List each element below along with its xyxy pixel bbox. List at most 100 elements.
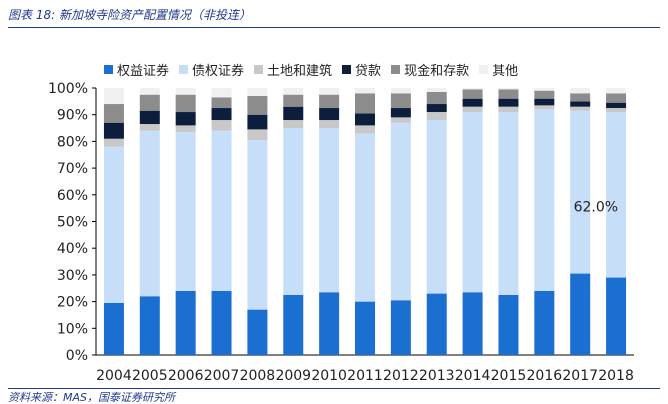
bar-segment	[534, 290, 555, 355]
bar-segment	[319, 128, 340, 293]
bar-segment	[462, 88, 483, 90]
footer-divider	[8, 388, 660, 389]
legend-label: 其他	[492, 64, 519, 79]
bar-segment	[426, 120, 447, 294]
bar-segment	[390, 108, 411, 118]
y-tick-label: 10%	[57, 321, 88, 337]
bar-segment	[139, 296, 160, 355]
x-tick-label: 2017	[562, 368, 598, 384]
bar-segment	[498, 112, 519, 295]
x-tick-label: 2007	[204, 368, 240, 384]
x-tick-label: 2014	[455, 368, 491, 384]
y-tick-label: 20%	[57, 295, 88, 311]
bar-segment	[355, 125, 375, 134]
legend-item: 现金和存款	[391, 60, 469, 79]
x-tick-label: 2013	[419, 368, 455, 384]
legend-item: 土地和建筑	[254, 60, 332, 79]
y-tick-label: 90%	[57, 108, 88, 124]
bar-segment	[606, 108, 627, 113]
bar-segment	[283, 128, 304, 295]
legend-swatch	[342, 65, 352, 74]
bar-segment	[139, 88, 160, 95]
figure-title: 图表 18: 新加坡寺险资产配置情况（非投连）	[8, 8, 251, 22]
bar-segment	[606, 93, 627, 103]
bar-segment	[175, 132, 196, 291]
source-note: 资料来源：MAS，国泰证券研究所	[8, 391, 175, 404]
bar-segment	[570, 273, 591, 355]
bar-segment	[426, 293, 447, 355]
bar-segment	[390, 117, 411, 123]
legend-item: 其他	[479, 60, 518, 79]
legend-label: 贷款	[355, 64, 382, 79]
legend-swatch	[254, 65, 264, 74]
x-tick-label: 2010	[311, 368, 347, 384]
bar-segment	[534, 88, 555, 91]
y-tick-label: 0%	[66, 348, 88, 364]
bar-segment	[283, 94, 304, 107]
bar-segment	[103, 146, 124, 303]
bar-segment	[570, 88, 591, 94]
legend-item: 贷款	[342, 60, 381, 79]
y-tick-label: 80%	[57, 134, 88, 150]
bar-segment	[426, 88, 447, 93]
x-tick-label: 2012	[383, 368, 419, 384]
bar-segment	[426, 92, 447, 105]
y-tick-label: 100%	[48, 81, 88, 97]
y-tick-label: 40%	[57, 241, 88, 257]
bar-segment	[606, 102, 627, 109]
bar-segment	[283, 106, 304, 121]
bar-segment	[498, 106, 519, 113]
bar-segment	[606, 112, 627, 278]
bar-segment	[355, 88, 375, 94]
bar-segment	[570, 93, 591, 102]
bar-segment	[319, 88, 340, 95]
bar-segment	[462, 112, 483, 293]
bar-segment	[247, 96, 268, 115]
data-label: 62.0%	[574, 199, 618, 215]
bar-segment	[103, 104, 124, 123]
legend-label: 债权证券	[192, 64, 245, 79]
bar-segment	[283, 120, 304, 129]
bar-segment	[175, 88, 196, 95]
bar-segment	[498, 294, 519, 355]
bar-segment	[247, 88, 268, 97]
legend-swatch	[104, 65, 113, 74]
bar-segment	[175, 94, 196, 113]
bar-segment	[211, 130, 232, 291]
bar-segment	[462, 98, 483, 107]
bar-segment	[247, 114, 268, 130]
legend-swatch	[391, 65, 401, 74]
bar-segment	[426, 104, 447, 113]
bar-segment	[606, 277, 627, 355]
bar-segment	[570, 106, 591, 111]
x-tick-label: 2004	[96, 368, 132, 384]
bar-segment	[355, 301, 375, 355]
bar-segment	[211, 120, 232, 131]
bar-segment	[498, 98, 519, 107]
x-tick-label: 2011	[347, 368, 383, 384]
bar-segment	[462, 106, 483, 113]
y-tick-label: 70%	[57, 161, 88, 177]
bar-segment	[103, 302, 124, 355]
bar-segment	[139, 110, 160, 125]
bar-segment	[534, 109, 555, 291]
x-tick-label: 2005	[132, 368, 168, 384]
bar-segment	[570, 101, 591, 107]
bar-segment	[534, 90, 555, 99]
legend-label: 权益证券	[117, 64, 170, 79]
bar-segment	[390, 122, 411, 301]
bar-segment	[606, 88, 627, 94]
bar-segment	[534, 98, 555, 106]
bar-segment	[247, 140, 268, 310]
x-tick-label: 2016	[527, 368, 563, 384]
bar-segment	[103, 138, 124, 147]
bar-segment	[211, 88, 232, 98]
legend-swatch	[479, 65, 489, 74]
bar-segment	[355, 93, 375, 114]
bar-segment	[211, 290, 232, 355]
bar-segment	[390, 300, 411, 355]
bar-segment	[319, 108, 340, 121]
legend-swatch	[179, 65, 189, 74]
bar-segment	[319, 120, 340, 129]
legend-item: 权益证券	[104, 60, 169, 79]
